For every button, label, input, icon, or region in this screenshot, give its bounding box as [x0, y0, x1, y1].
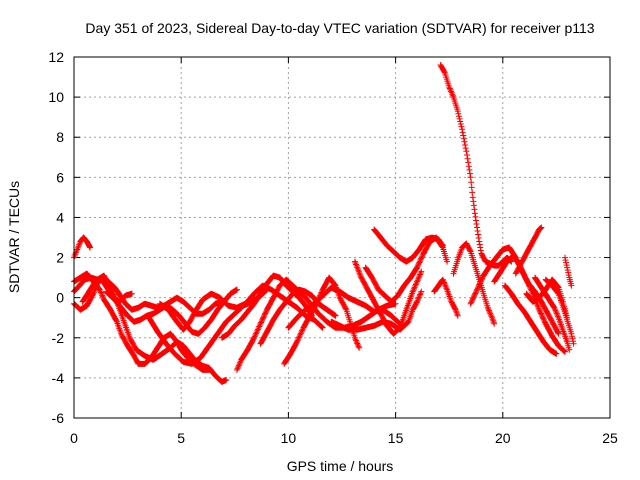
- series-t28: [562, 254, 575, 289]
- data-marks-t18: [431, 276, 461, 319]
- y-tick-label: -6: [52, 410, 65, 426]
- plot-frame: [73, 56, 611, 419]
- x-tick-label: 15: [388, 430, 404, 446]
- y-tick-labels: -6 -4 -2 0 2 4 6 8 10 12: [48, 49, 64, 426]
- data-marks-t22: [491, 252, 568, 355]
- x-axis-label: GPS time / hours: [287, 458, 394, 474]
- y-tick-label: 12: [48, 49, 64, 65]
- data-marks-t26: [532, 274, 573, 353]
- data-marks-t15: [351, 258, 425, 337]
- data-marks-t6: [103, 288, 135, 305]
- data-marks-t28: [562, 254, 575, 289]
- series-t24: [512, 224, 545, 277]
- data-marks-t19: [437, 62, 515, 269]
- x-tick-label: 0: [70, 430, 78, 446]
- y-tick-label: 6: [56, 169, 64, 185]
- series-t6: [103, 288, 135, 305]
- series-t15: [351, 258, 425, 337]
- data-series: [71, 62, 577, 385]
- x-tick-label: 10: [281, 430, 297, 446]
- y-tick-label: 2: [56, 250, 64, 266]
- series-t26: [532, 274, 573, 353]
- data-marks-t17: [371, 226, 446, 265]
- chart-title: Day 351 of 2023, Sidereal Day-to-day VTE…: [85, 20, 594, 36]
- data-marks-t24: [512, 224, 545, 277]
- x-tick-label: 25: [602, 430, 618, 446]
- series-t27: [542, 276, 577, 347]
- x-tick-labels: 0 5 10 15 20 25: [70, 430, 618, 446]
- y-axis-label: SDTVAR / TECUs: [6, 181, 22, 293]
- grid-lines: [74, 57, 610, 418]
- series-t18: [431, 276, 461, 319]
- y-tick-label: 8: [56, 129, 64, 145]
- data-marks-t16: [362, 234, 451, 305]
- series-t22: [491, 252, 568, 355]
- series-t19: [437, 62, 515, 269]
- data-marks-t27: [542, 276, 577, 347]
- series-t13: [285, 284, 403, 331]
- data-marks-t13: [285, 284, 403, 331]
- y-tick-label: 0: [56, 290, 64, 306]
- axis-ticks: [73, 56, 611, 419]
- y-tick-label: -2: [52, 330, 65, 346]
- series-t23: [501, 282, 560, 357]
- x-tick-label: 5: [177, 430, 185, 446]
- series-t16: [362, 234, 451, 305]
- series-t17: [371, 226, 446, 265]
- data-marks-t23: [501, 282, 560, 357]
- x-tick-label: 20: [495, 430, 511, 446]
- y-tick-label: 10: [48, 89, 64, 105]
- y-tick-label: -4: [52, 370, 65, 386]
- y-tick-label: 4: [56, 209, 64, 225]
